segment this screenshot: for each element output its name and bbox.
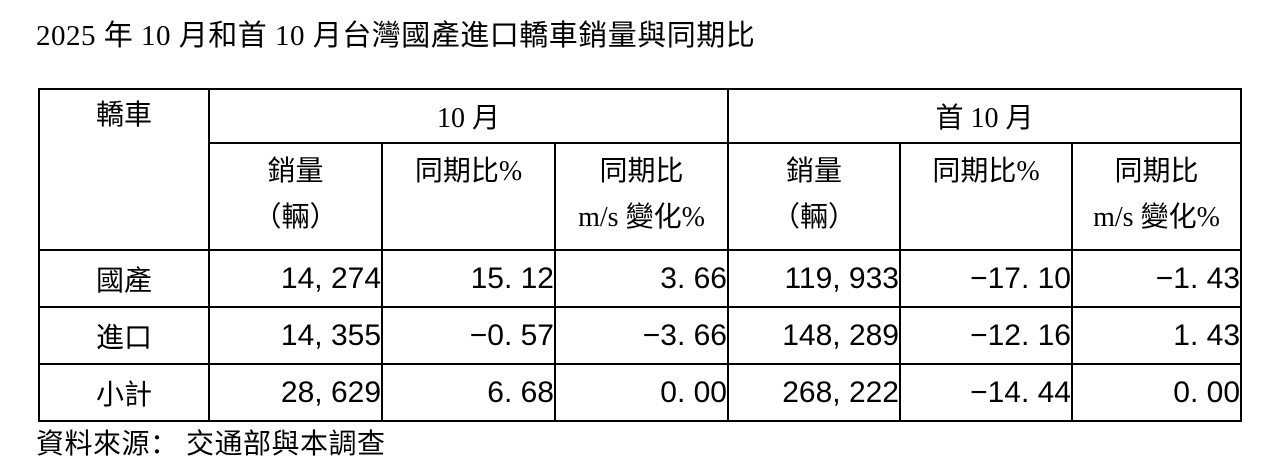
table-row-domestic: 國產 14, 274 15. 12 3. 66 119, 933 −17. 10… [38,249,1243,308]
table-row-imported: 進口 14, 355 −0. 57 −3. 66 148, 289 −12. 1… [38,306,1243,365]
sub-header-row: 銷量 （輛） 同期比% 同期比 m/s 變化% 銷量 （輛） 同期比% [39,142,1243,251]
cell-ytd-ms-change: 1. 43 [1070,306,1243,365]
source-note: 資料來源： 交通部與本調查 [36,429,386,460]
group-header-october: 10 月 [208,88,729,144]
cell-ytd-ms-change: 0. 00 [1070,363,1243,422]
subheader-oct-yoy-label: 同期比% [414,156,523,187]
subheader-oct-ms-line1: 同期比 [599,156,684,187]
subheader-ytd-sales: 銷量 （輛） [727,142,901,251]
cell-oct-ms-change: 3. 66 [554,249,729,308]
corner-label: 轎車 [95,100,152,131]
cell-oct-sales: 14, 355 [208,306,383,365]
cell-oct-yoy: 15. 12 [381,249,556,308]
subheader-oct-sales-line2: （輛） [253,202,338,233]
cell-ytd-yoy: −12. 16 [899,306,1073,365]
cell-ytd-sales: 268, 222 [727,363,901,422]
table-row-subtotal: 小計 28, 629 6. 68 0. 00 268, 222 −14. 44 … [38,363,1243,422]
subheader-ytd-sales-line1: 銷量 [785,156,842,187]
page-title: 2025 年 10 月和首 10 月台灣國產進口轎車銷量與同期比 [36,20,756,52]
subheader-ytd-ms-line2: m/s 變化% [1093,202,1220,233]
cell-oct-yoy: 6. 68 [381,363,556,422]
subheader-ytd-ms: 同期比 m/s 變化% [1070,142,1243,251]
cell-ytd-sales: 119, 933 [727,249,901,308]
cell-ytd-ms-change: −1. 43 [1070,249,1243,308]
row-label: 小計 [38,363,210,422]
subheader-oct-ms-line2: m/s 變化% [578,202,705,233]
cell-oct-ms-change: 0. 00 [554,363,729,422]
subheader-ytd-ms-line1: 同期比 [1114,156,1199,187]
subheader-ytd-yoy-label: 同期比% [932,156,1040,187]
group-header-first-10-months: 首 10 月 [726,88,1243,144]
cell-oct-ms-change: −3. 66 [554,306,729,365]
corner-cell: 轎車 [38,88,210,251]
row-label: 進口 [38,306,210,365]
group-header-row: 轎車 10 月 首 10 月 [38,88,1243,251]
cell-oct-sales: 14, 274 [208,249,383,308]
subheader-oct-sales-line1: 銷量 [267,156,324,187]
subheader-ytd-sales-line2: （輛） [771,202,856,233]
cell-ytd-yoy: −17. 10 [899,249,1073,308]
sales-table: 轎車 10 月 首 10 月 銷量 （輛） 同期比% 同期比 m/s 變化% [38,88,1243,422]
subheader-oct-ms: 同期比 m/s 變化% [554,142,729,251]
cell-ytd-sales: 148, 289 [727,306,901,365]
cell-oct-sales: 28, 629 [208,363,383,422]
subheader-ytd-yoy: 同期比% [899,142,1073,251]
cell-ytd-yoy: −14. 44 [899,363,1073,422]
subheader-oct-sales: 銷量 （輛） [208,142,383,251]
subheader-oct-yoy: 同期比% [381,142,556,251]
cell-oct-yoy: −0. 57 [381,306,556,365]
row-label: 國產 [38,249,210,308]
